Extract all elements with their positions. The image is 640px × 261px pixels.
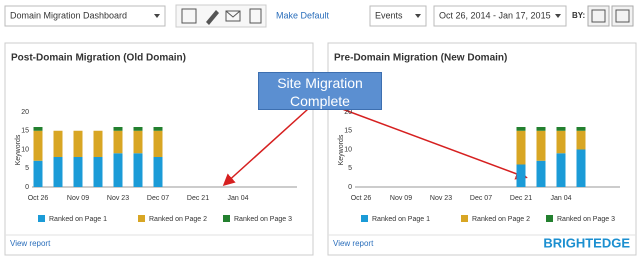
bar-segment (133, 130, 143, 154)
dropdown-arrow (154, 14, 160, 18)
y-tick-label: 0 (348, 184, 352, 191)
x-tick-label: Nov 09 (390, 195, 412, 202)
bar-segment (113, 130, 123, 154)
bar-segment (33, 160, 43, 187)
add-icon[interactable] (181, 8, 197, 24)
x-tick-label: Nov 23 (430, 195, 452, 202)
bar-segment (576, 130, 586, 150)
date-select[interactable] (433, 5, 567, 27)
bar-segment (556, 153, 566, 187)
y-axis-label: Keywords (338, 134, 345, 165)
dashboard-select[interactable] (4, 5, 166, 27)
bar-segment (153, 157, 163, 187)
export-icon[interactable] (249, 8, 262, 24)
x-tick-label: Oct 26 (28, 195, 49, 202)
x-tick-label: Jan 04 (227, 195, 248, 202)
legend-label: Ranked on Page 3 (234, 216, 292, 223)
events-label: Events (375, 10, 403, 20)
legend-label: Ranked on Page 2 (472, 216, 530, 223)
bar-segment (576, 149, 586, 187)
bar-segment (536, 160, 546, 187)
legend-label: Ranked on Page 1 (49, 216, 107, 223)
x-tick-label: Dec 21 (187, 195, 209, 202)
x-tick-label: Jan 04 (550, 195, 571, 202)
bar-segment (133, 153, 143, 187)
legend-label: Ranked on Page 2 (149, 216, 207, 223)
legend-swatch (223, 215, 230, 222)
bar-segment (73, 130, 83, 157)
make-default-link[interactable]: Make Default (276, 10, 330, 20)
bar-segment (113, 153, 123, 187)
by-label: BY: (572, 11, 585, 20)
bar-segment (536, 127, 546, 131)
chart-title: Pre-Domain Migration (New Domain) (334, 53, 507, 64)
arrow (222, 99, 319, 187)
bar-segment (133, 127, 143, 131)
bar-segment (516, 130, 526, 165)
bar-segment (113, 127, 123, 131)
y-tick-label: 15 (344, 128, 352, 135)
edit-icon[interactable] (206, 10, 219, 25)
y-axis-label: Keywords (15, 134, 22, 165)
y-tick-label: 15 (21, 128, 29, 135)
legend-label: Ranked on Page 1 (372, 216, 430, 223)
y-tick-label: 5 (25, 165, 29, 172)
y-tick-label: 20 (21, 109, 29, 116)
y-tick-label: 10 (344, 146, 352, 153)
bar-segment (93, 157, 103, 187)
y-tick-label: 20 (344, 109, 352, 116)
icon-group (175, 4, 267, 28)
bar-segment (33, 127, 43, 131)
bar-segment (73, 157, 83, 187)
y-tick-label: 5 (348, 165, 352, 172)
bar-segment (93, 130, 103, 157)
bar-segment (153, 130, 163, 157)
bar-segment (153, 127, 163, 131)
view-report-link[interactable]: View report (10, 239, 51, 248)
events-select[interactable] (369, 5, 427, 27)
bar-segment (556, 130, 566, 154)
chart-title: Post-Domain Migration (Old Domain) (11, 53, 186, 64)
x-tick-label: Dec 07 (470, 195, 492, 202)
dashboard-name: Domain Migration Dashboard (10, 10, 127, 20)
x-tick-label: Dec 21 (510, 195, 532, 202)
callout: Site Migration Complete (258, 72, 382, 110)
email-icon[interactable] (225, 10, 241, 22)
legend-swatch (138, 215, 145, 222)
x-tick-label: Dec 07 (147, 195, 169, 202)
y-tick-label: 10 (21, 146, 29, 153)
view-toggle[interactable] (611, 5, 634, 27)
bar-segment (576, 127, 586, 131)
view-report-link[interactable]: View report (333, 239, 374, 248)
bar-segment (556, 127, 566, 131)
x-tick-label: Oct 26 (351, 195, 372, 202)
x-tick-label: Nov 23 (107, 195, 129, 202)
legend-swatch (38, 215, 45, 222)
date-range: Oct 26, 2014 - Jan 17, 2015 (439, 10, 551, 20)
bar-segment (33, 130, 43, 161)
view-toggle[interactable] (587, 5, 610, 27)
bar-segment (536, 130, 546, 161)
brand-logo: BRIGHTEDGE (543, 235, 630, 250)
arrow (317, 99, 528, 180)
x-tick-label: Nov 09 (67, 195, 89, 202)
legend-label: Ranked on Page 3 (557, 216, 615, 223)
legend-swatch (461, 215, 468, 222)
legend-swatch (546, 215, 553, 222)
legend-swatch (361, 215, 368, 222)
y-tick-label: 0 (25, 184, 29, 191)
bar-segment (516, 164, 526, 187)
bar-segment (53, 130, 63, 157)
bar-segment (53, 157, 63, 187)
bar-segment (516, 127, 526, 131)
